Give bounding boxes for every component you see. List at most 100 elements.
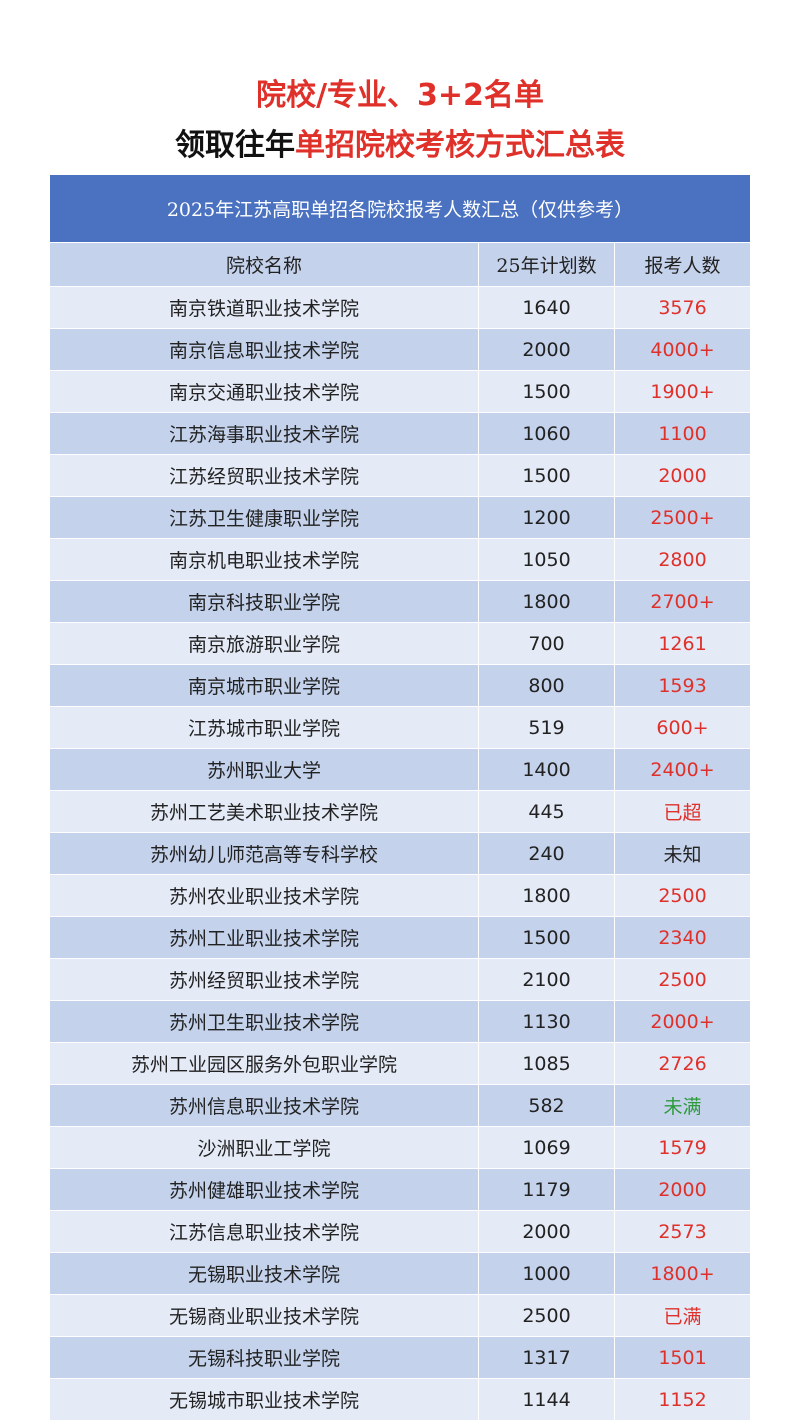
applicant-count: 1800+ [614,1253,750,1294]
table-row: 苏州卫生职业技术学院 1130 2000+ [50,1000,750,1042]
plan-count: 1069 [478,1127,614,1168]
table-row: 无锡城市职业技术学院 1144 1152 [50,1378,750,1420]
school-name: 苏州农业职业技术学院 [168,886,359,908]
table-row: 苏州职业大学 1400 2400+ [50,748,750,790]
column-header: 25年计划数 [478,243,614,286]
applicant-count: 3576 [614,287,750,328]
column-header: 院校名称 [225,255,302,277]
applicant-count: 2573 [614,1211,750,1252]
table-row: 无锡商业职业技术学院 2500 已满 [50,1294,750,1336]
plan-count: 2000 [478,1211,614,1252]
table-row: 南京交通职业技术学院 1500 1900+ [50,370,750,412]
plan-count: 1050 [478,539,614,580]
school-name: 江苏信息职业技术学院 [168,1222,359,1244]
school-name: 苏州幼儿师范高等专科学校 [149,844,378,866]
table-row: 南京城市职业学院 800 1593 [50,664,750,706]
table-row: 南京铁道职业技术学院 1640 3576 [50,286,750,328]
school-name: 苏州卫生职业技术学院 [168,1012,359,1034]
table: 2025年江苏高职单招各院校报考人数汇总（仅供参考） 院校名称 25年计划数 报… [50,175,750,1420]
applicant-count: 2400+ [614,749,750,790]
school-name: 江苏海事职业技术学院 [168,424,359,446]
applicant-count: 1152 [614,1379,750,1420]
school-name: 南京旅游职业学院 [187,634,340,656]
heading-2-red: 单招院校考核方式汇总表 [295,128,625,163]
table-row: 苏州工艺美术职业技术学院 445 已超 [50,790,750,832]
plan-count: 700 [478,623,614,664]
table-row: 江苏信息职业技术学院 2000 2573 [50,1210,750,1252]
table-row: 苏州幼儿师范高等专科学校 240 未知 [50,832,750,874]
applicant-count: 已超 [614,791,750,832]
applicant-count: 1501 [614,1337,750,1378]
applicant-count: 2726 [614,1043,750,1084]
school-name: 苏州经贸职业技术学院 [168,970,359,992]
applicant-count: 2500 [614,959,750,1000]
plan-count: 1800 [478,875,614,916]
school-name: 南京城市职业学院 [187,676,340,698]
plan-count: 1500 [478,917,614,958]
applicant-count: 2000 [614,455,750,496]
table-row: 南京科技职业学院 1800 2700+ [50,580,750,622]
school-name: 苏州信息职业技术学院 [168,1096,359,1118]
table-row: 江苏经贸职业技术学院 1500 2000 [50,454,750,496]
plan-count: 1640 [478,287,614,328]
school-name: 南京信息职业技术学院 [168,340,359,362]
table-row: 沙洲职业工学院 1069 1579 [50,1126,750,1168]
plan-count: 1060 [478,413,614,454]
plan-count: 1130 [478,1001,614,1042]
plan-count: 519 [478,707,614,748]
applicant-count: 1593 [614,665,750,706]
plan-count: 1179 [478,1169,614,1210]
school-name: 无锡职业技术学院 [187,1264,340,1286]
table-row: 苏州农业职业技术学院 1800 2500 [50,874,750,916]
applicant-count: 1900+ [614,371,750,412]
school-name: 无锡科技职业学院 [187,1348,340,1370]
table-row: 南京信息职业技术学院 2000 4000+ [50,328,750,370]
plan-count: 582 [478,1085,614,1126]
applicant-count: 未满 [614,1085,750,1126]
plan-count: 240 [478,833,614,874]
school-name: 无锡城市职业技术学院 [168,1390,359,1412]
applicant-count: 未知 [614,833,750,874]
school-name: 江苏卫生健康职业学院 [168,508,359,530]
table-row: 江苏卫生健康职业学院 1200 2500+ [50,496,750,538]
table-title: 2025年江苏高职单招各院校报考人数汇总（仅供参考） [50,175,750,242]
heading-1: 院校/专业、3+2名单 [256,78,544,113]
school-name: 苏州工业园区服务外包职业学院 [130,1054,397,1076]
table-row: 苏州经贸职业技术学院 2100 2500 [50,958,750,1000]
table-row: 江苏城市职业学院 519 600+ [50,706,750,748]
applicant-count: 1579 [614,1127,750,1168]
plan-count: 1144 [478,1379,614,1420]
plan-count: 1200 [478,497,614,538]
plan-count: 445 [478,791,614,832]
heading-2-plain: 领取往年 [175,128,295,163]
school-name: 无锡商业职业技术学院 [168,1306,359,1328]
applicant-count: 2800 [614,539,750,580]
table-row: 南京旅游职业学院 700 1261 [50,622,750,664]
table-row: 无锡科技职业学院 1317 1501 [50,1336,750,1378]
plan-count: 800 [478,665,614,706]
applicant-count: 1261 [614,623,750,664]
heading-2: 领取往年单招院校考核方式汇总表 [0,120,800,164]
school-name: 苏州工艺美术职业技术学院 [149,802,378,824]
school-name: 江苏城市职业学院 [187,718,340,740]
school-name: 南京科技职业学院 [187,592,340,614]
plan-count: 1500 [478,371,614,412]
school-name: 南京交通职业技术学院 [168,382,359,404]
school-name: 沙洲职业工学院 [197,1138,331,1160]
applicant-count: 2000+ [614,1001,750,1042]
table-row: 苏州健雄职业技术学院 1179 2000 [50,1168,750,1210]
table-row: 苏州信息职业技术学院 582 未满 [50,1084,750,1126]
column-header: 报考人数 [614,243,750,286]
school-name: 苏州健雄职业技术学院 [168,1180,359,1202]
school-name: 苏州职业大学 [206,760,321,782]
applicant-count: 1100 [614,413,750,454]
table-row: 江苏海事职业技术学院 1060 1100 [50,412,750,454]
plan-count: 1400 [478,749,614,790]
table-row: 无锡职业技术学院 1000 1800+ [50,1252,750,1294]
table-row: 南京机电职业技术学院 1050 2800 [50,538,750,580]
plan-count: 1317 [478,1337,614,1378]
plan-count: 2100 [478,959,614,1000]
plan-count: 1500 [478,455,614,496]
applicant-count: 已满 [614,1295,750,1336]
